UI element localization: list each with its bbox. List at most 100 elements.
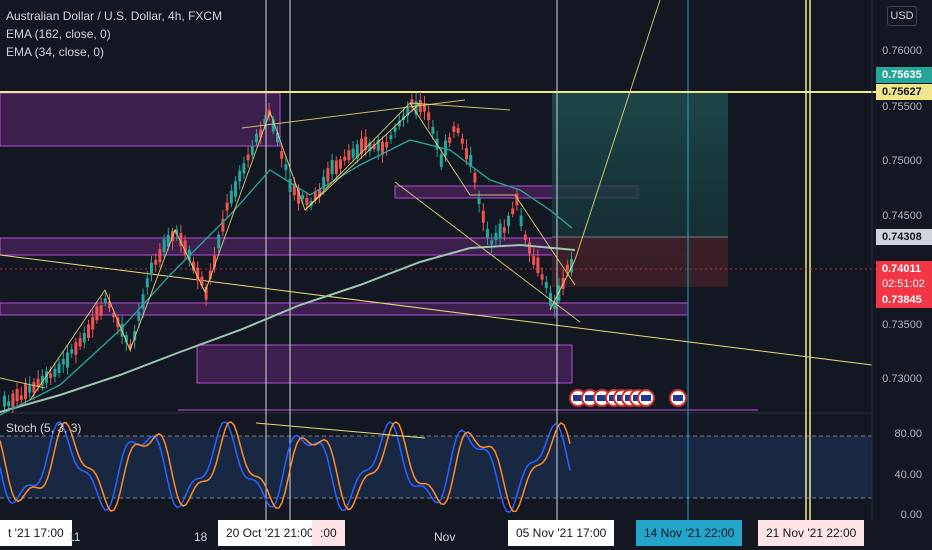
trendline-segment bbox=[409, 102, 576, 286]
candle-body bbox=[99, 305, 103, 316]
candle-body bbox=[313, 192, 317, 201]
candle-body bbox=[61, 359, 65, 365]
stoch-d-line bbox=[0, 421, 571, 513]
candle-body bbox=[259, 129, 263, 138]
drawing-lines[interactable] bbox=[0, 0, 661, 401]
candle-body bbox=[406, 108, 410, 116]
price-badge-resistance[interactable]: 0.75627 bbox=[876, 84, 932, 100]
candle-body bbox=[208, 270, 212, 279]
time-label-boxed: 05 Nov '21 17:00 bbox=[508, 520, 615, 546]
candle-body bbox=[318, 189, 321, 197]
candle-body bbox=[196, 267, 200, 281]
ema-long-legend[interactable]: EMA (162, close, 0) bbox=[6, 27, 111, 41]
event-flags[interactable] bbox=[569, 389, 687, 407]
candle-body bbox=[389, 135, 393, 140]
price-badge-entry[interactable]: 0.74308 bbox=[876, 229, 932, 245]
candle-body bbox=[28, 385, 32, 393]
trendline-segment bbox=[29, 102, 411, 401]
candle-body bbox=[250, 145, 254, 156]
candle-body bbox=[116, 317, 120, 328]
zone-bottom[interactable] bbox=[196, 344, 573, 384]
price-label: 0.76000 bbox=[882, 45, 922, 57]
candle-body bbox=[502, 227, 506, 233]
candle-body bbox=[523, 234, 527, 241]
zone-low[interactable] bbox=[0, 302, 689, 316]
candle-body bbox=[452, 126, 456, 132]
candle-body bbox=[536, 257, 540, 274]
candle-body bbox=[154, 259, 158, 265]
candle-body bbox=[137, 311, 141, 321]
candle-body bbox=[267, 109, 271, 117]
candle-body bbox=[242, 163, 246, 174]
ema-short-legend[interactable]: EMA (34, close, 0) bbox=[6, 45, 105, 59]
time-label: Nov bbox=[434, 530, 456, 544]
stop-zone[interactable] bbox=[552, 237, 728, 287]
candle-body bbox=[66, 352, 69, 368]
candle-body bbox=[490, 240, 494, 245]
candle-body bbox=[150, 262, 153, 274]
candle-body bbox=[465, 148, 468, 160]
candle-body bbox=[129, 343, 132, 349]
candle-body bbox=[36, 378, 40, 387]
candle-body bbox=[221, 218, 225, 232]
candle-body bbox=[192, 261, 195, 271]
candle-body bbox=[213, 255, 216, 268]
price-badge-stop[interactable]: 0.73845 bbox=[876, 292, 932, 308]
candle-body bbox=[481, 210, 485, 223]
candle-body bbox=[175, 229, 179, 234]
candle-body bbox=[410, 99, 414, 105]
symbol-title[interactable]: Australian Dollar / U.S. Dollar, 4h, FXC… bbox=[6, 9, 223, 23]
trendline-segment bbox=[394, 181, 581, 323]
candle-body bbox=[439, 153, 443, 167]
candle-body bbox=[3, 395, 6, 407]
candle-body bbox=[87, 324, 90, 338]
candle-body bbox=[103, 298, 107, 303]
price-badge-last[interactable]: 0.74011 bbox=[876, 261, 932, 277]
price-badge-tp[interactable]: 0.75635 bbox=[876, 67, 932, 83]
candle-body bbox=[200, 276, 204, 286]
candle-body bbox=[179, 233, 183, 247]
zone-top[interactable] bbox=[0, 92, 281, 147]
candle-body bbox=[53, 368, 57, 377]
candle-body bbox=[234, 181, 237, 197]
candle-body bbox=[532, 255, 536, 265]
candle-body bbox=[368, 142, 372, 151]
candle-body bbox=[397, 120, 401, 127]
candle-body bbox=[7, 401, 11, 407]
candle-body bbox=[486, 228, 489, 238]
long-trendline[interactable] bbox=[0, 254, 873, 366]
target-zone[interactable] bbox=[552, 92, 728, 237]
stoch-band bbox=[0, 436, 872, 498]
candle-body bbox=[469, 154, 473, 167]
candle-body bbox=[217, 234, 221, 249]
candle-body bbox=[280, 151, 284, 159]
candle-body bbox=[45, 371, 48, 383]
candle-body bbox=[133, 331, 137, 341]
us-flag-stripe bbox=[573, 395, 583, 401]
candle-body bbox=[305, 197, 309, 206]
candle-body bbox=[427, 112, 431, 121]
currency-button[interactable]: USD bbox=[887, 6, 917, 26]
candle-body bbox=[330, 159, 334, 175]
us-flag-stripe bbox=[585, 395, 595, 401]
candle-body bbox=[40, 375, 44, 386]
candle-body bbox=[477, 197, 481, 205]
stoch-legend[interactable]: Stoch (5, 3, 3) bbox=[6, 421, 82, 435]
stoch-level-label: 0.00 bbox=[900, 509, 922, 521]
us-flag-stripe bbox=[673, 395, 683, 401]
candle-body bbox=[473, 172, 477, 183]
trendline-segment bbox=[304, 102, 421, 211]
candle-body bbox=[544, 282, 548, 289]
time-label-boxed: t '21 17:00 bbox=[0, 520, 72, 546]
candle-body bbox=[343, 156, 347, 161]
candle-body bbox=[494, 232, 498, 241]
candle-body bbox=[32, 381, 36, 393]
stoch-divergence-line[interactable] bbox=[255, 422, 426, 439]
time-label-boxed: 21 Nov '21 22:00 bbox=[758, 520, 865, 546]
trendline-segment bbox=[0, 377, 46, 389]
candle-body bbox=[511, 208, 515, 215]
candle-body bbox=[225, 202, 229, 211]
candle-body bbox=[204, 286, 208, 300]
candle-body bbox=[364, 136, 368, 151]
